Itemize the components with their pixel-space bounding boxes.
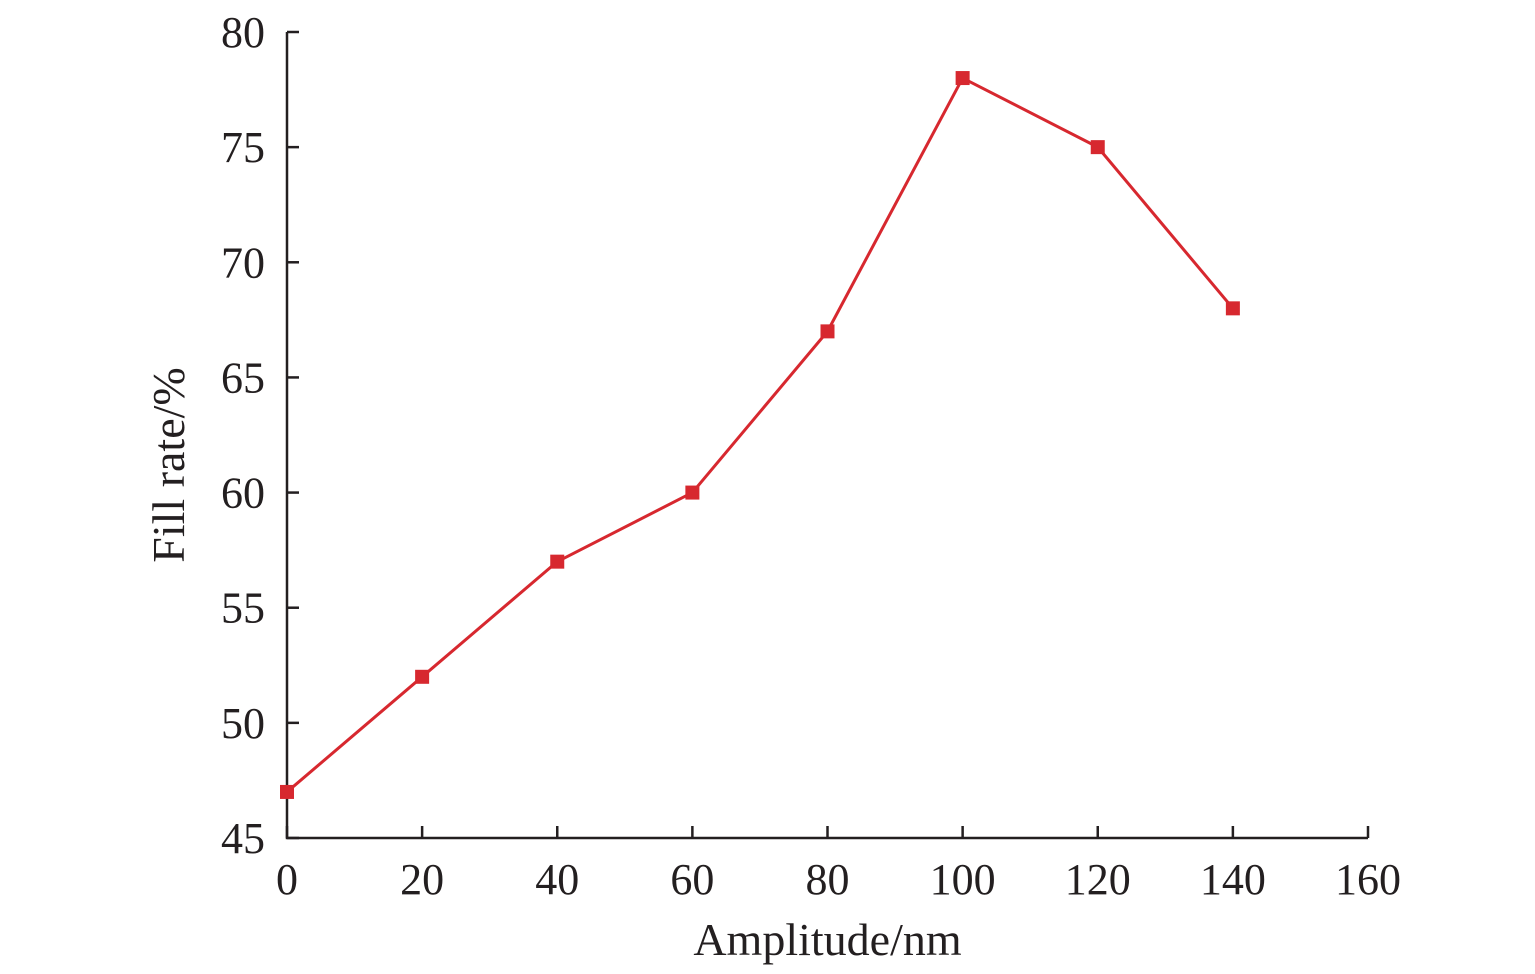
x-tick-label: 60 (670, 855, 714, 904)
x-tick-label: 120 (1065, 855, 1131, 904)
chart-axes (285, 32, 1368, 840)
data-point-marker (955, 71, 970, 86)
data-point-marker (280, 784, 294, 799)
y-tick-label: 75 (221, 123, 265, 172)
data-point-marker (1225, 301, 1240, 316)
x-tick-label: 80 (806, 855, 850, 904)
y-tick-label: 80 (221, 8, 265, 57)
data-series (280, 71, 1240, 799)
x-tick-label: 160 (1335, 855, 1401, 904)
y-tick-label: 60 (221, 469, 265, 518)
data-point-marker (550, 554, 565, 569)
y-axis-title: Fill rate/% (143, 367, 194, 562)
data-point-marker (415, 669, 430, 684)
x-tick-label: 100 (930, 855, 996, 904)
y-tick-label: 70 (221, 238, 265, 287)
data-point-marker (820, 324, 835, 339)
x-axis-title: Amplitude/nm (693, 914, 962, 965)
y-tick-label: 65 (221, 353, 265, 402)
x-tick-label: 0 (276, 855, 298, 904)
x-axis-ticks: 0 20 40 60 80 100 120 140 160 (276, 826, 1401, 904)
x-tick-label: 20 (400, 855, 444, 904)
data-point-marker (1090, 140, 1105, 155)
y-tick-label: 45 (221, 814, 265, 863)
x-tick-label: 140 (1200, 855, 1266, 904)
y-axis-ticks: 45 50 55 60 65 70 75 80 (221, 8, 299, 863)
y-tick-label: 55 (221, 584, 265, 633)
data-point-marker (685, 485, 700, 500)
y-tick-label: 50 (221, 699, 265, 748)
x-tick-label: 40 (535, 855, 579, 904)
series-line (286, 76, 1235, 794)
